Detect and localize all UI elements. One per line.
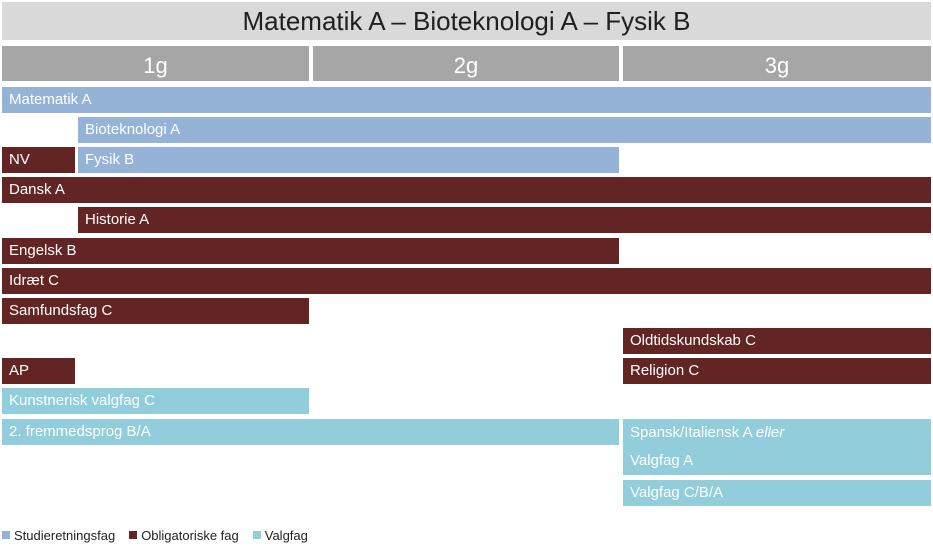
legend-swatch-studieretningsfag (2, 531, 10, 539)
subject-bar-samfundsfag: Samfundsfag C (2, 298, 309, 324)
subject-bar-ap: AP (2, 358, 75, 384)
subject-bar-religion: Religion C (623, 358, 931, 384)
legend-swatch-valgfag (252, 531, 261, 539)
legend-item-valgfag: Valgfag (252, 527, 308, 543)
legend-label-valgfag: Valgfag (264, 527, 308, 543)
eller-label: eller (755, 424, 785, 441)
spansk-line-2: Valgfag A (630, 452, 694, 469)
subject-bar-nv: NV (2, 147, 75, 173)
legend-label-obligatoriske: Obligatoriske fag (141, 527, 239, 543)
subject-bar-fremmedsprog: 2. fremmedsprog B/A (2, 419, 619, 445)
legend: Studieretningsfag Obligatoriske fag Valg… (2, 527, 322, 543)
year-header-2g: 2g (313, 46, 619, 81)
subject-bar-valgfag-cba: Valgfag C/B/A (623, 480, 931, 506)
spansk-label: Spansk/Italiensk A (630, 424, 752, 441)
subject-bar-engelsk: Engelsk B (2, 238, 619, 264)
legend-label-studieretningsfag: Studieretningsfag (14, 527, 116, 543)
subject-bar-historie: Historie A (78, 207, 931, 233)
legend-item-studieretningsfag: Studieretningsfag (2, 528, 115, 543)
page-title: Matematik A – Bioteknologi A – Fysik B (2, 2, 931, 40)
subject-bar-idraet: Idræt C (2, 268, 931, 294)
spansk-line-1: Spansk/Italiensk A eller (630, 419, 931, 447)
year-header-1g: 1g (2, 46, 309, 81)
subject-bar-dansk: Dansk A (2, 177, 931, 203)
subject-bar-kunstnerisk-valgfag: Kunstnerisk valgfag C (2, 388, 309, 414)
legend-swatch-obligatoriske (129, 531, 138, 539)
subject-bar-bioteknologi: Bioteknologi A (78, 117, 931, 143)
subject-bar-oldtidskundskab: Oldtidskundskab C (623, 328, 931, 354)
year-header-3g: 3g (623, 46, 931, 81)
subject-bar-matematik: Matematik A (2, 87, 931, 113)
subject-bar-fysik: Fysik B (78, 147, 619, 173)
legend-item-obligatoriske: Obligatoriske fag (129, 528, 239, 543)
subject-bar-spansk-italiensk: Spansk/Italiensk A eller Valgfag A (623, 419, 931, 475)
